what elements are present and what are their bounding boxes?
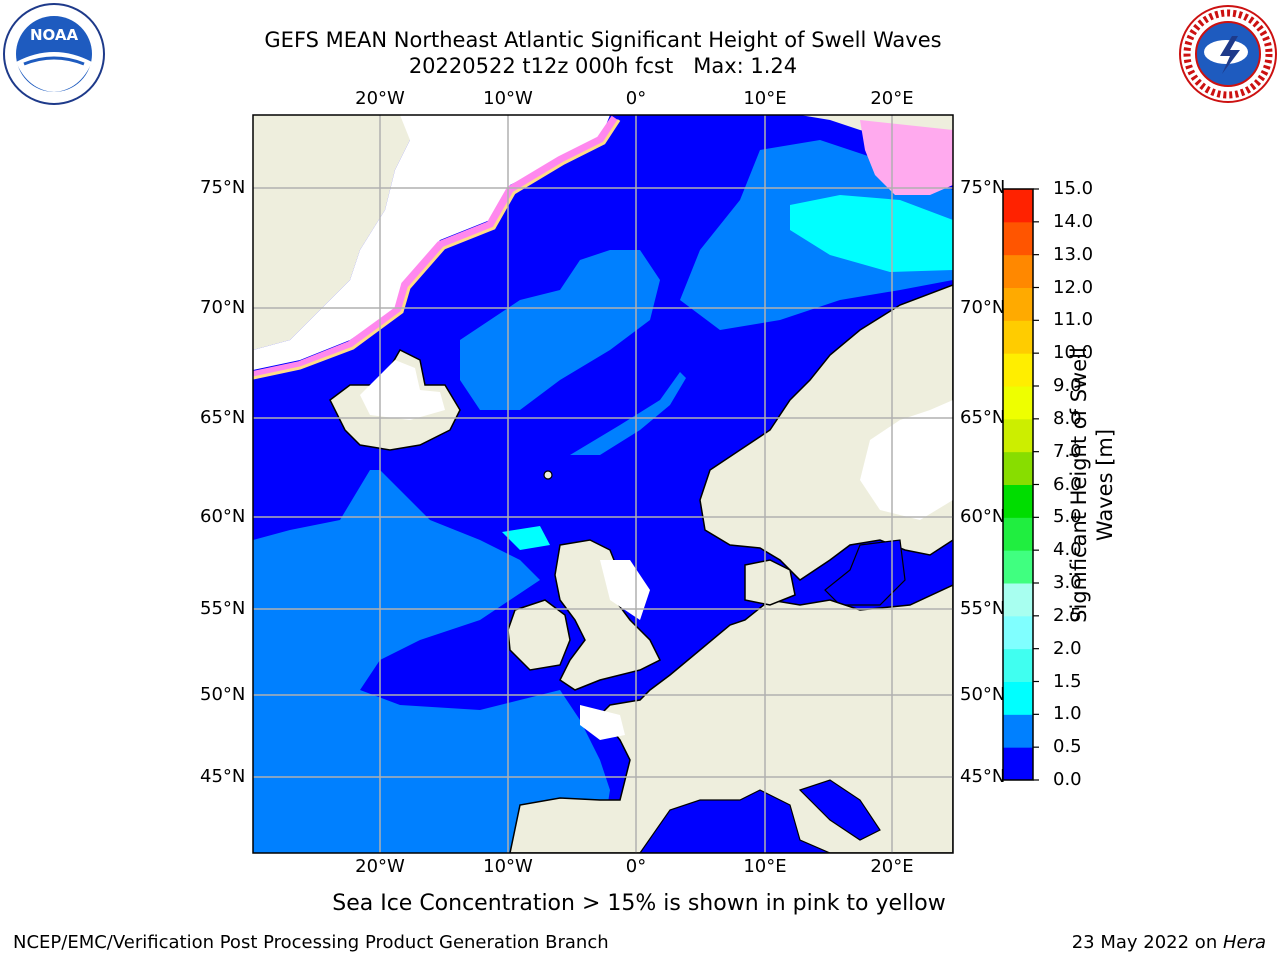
svalbard-ice (860, 120, 953, 195)
sweden-finland-snow (860, 400, 953, 520)
colorbar-segment (1003, 714, 1033, 748)
colorbar-segment (1003, 583, 1033, 617)
lon-tick-bottom: 20°W (355, 856, 405, 877)
sea-ice-edge (253, 115, 619, 379)
colorbar-label: 11.0 (1053, 309, 1094, 331)
lon-tick-bottom: 0° (625, 856, 647, 877)
map-frame (252, 114, 954, 854)
colorbar-label: 2.0 (1053, 637, 1082, 659)
footer-host: Hera (1222, 932, 1266, 953)
colorbar (1002, 188, 1039, 781)
footer-date: 23 May 2022 on Hera (1072, 932, 1266, 953)
greenland-land (253, 115, 420, 350)
colorbar-label: 8.0 (1053, 407, 1082, 429)
colorbar-label: 2.5 (1053, 604, 1082, 626)
graticule (253, 115, 953, 853)
lon-tick-top: 20°W (355, 88, 405, 109)
colorbar-segment (1003, 517, 1033, 551)
lat-tick-left: 45°N (200, 766, 246, 787)
lon-tick-top: 10°W (483, 88, 533, 109)
lat-tick-right: 75°N (960, 177, 1006, 198)
ocean-high-swell (790, 195, 953, 272)
lat-tick-right: 45°N (960, 766, 1006, 787)
ocean-mid-swell-streak (570, 372, 686, 455)
colorbar-segment (1003, 648, 1033, 682)
colorbar-segment (1003, 681, 1033, 715)
colorbar-label: 7.0 (1053, 440, 1082, 462)
colorbar-segment (1003, 320, 1033, 354)
mediterranean-sea (639, 789, 831, 853)
colorbar-segment (1003, 615, 1033, 650)
ocean-mid-swell-norwegian (460, 250, 660, 410)
ocean-mid-swell-west (253, 700, 320, 810)
colorbar-segment (1003, 550, 1033, 584)
colorbar-label: 3.0 (1053, 572, 1082, 593)
lat-tick-right: 65°N (960, 407, 1006, 428)
colorbar-segment (1003, 451, 1033, 485)
lon-tick-bottom: 10°W (483, 856, 533, 877)
iceland-snow (360, 360, 445, 420)
ocean-mid-swell (253, 470, 610, 853)
lat-tick-left: 75°N (200, 177, 246, 198)
colorbar-label: 0.0 (1053, 769, 1082, 790)
nws-logo-icon (1179, 5, 1277, 103)
colorbar-segment (1003, 254, 1033, 288)
chart-subtitle: 20220522 t12z 000h fcst Max: 1.24 (408, 54, 798, 78)
lat-tick-right: 55°N (960, 598, 1006, 619)
lon-tick-top: 20°E (870, 88, 914, 109)
lon-tick-bottom: 10°E (743, 856, 787, 877)
greenland-ice-area (253, 115, 610, 370)
lat-tick-right: 70°N (960, 297, 1006, 318)
colorbar-segment (1003, 189, 1033, 223)
lat-tick-left: 65°N (200, 407, 246, 428)
footer-date-text: 23 May 2022 on (1071, 932, 1223, 953)
lat-tick-right: 60°N (960, 506, 1006, 527)
colorbar-label: 13.0 (1053, 243, 1094, 265)
colorbar-segment (1003, 747, 1033, 781)
baltic-sea (824, 539, 906, 606)
denmark-land (744, 559, 796, 606)
lat-tick-left: 55°N (200, 598, 246, 619)
chart-title: GEFS MEAN Northeast Atlantic Significant… (264, 28, 942, 52)
noaa-logo-text: NOAA (30, 26, 79, 44)
faroe-islands (543, 470, 553, 480)
colorbar-label: 0.5 (1053, 736, 1082, 758)
colorbar-label: 6.0 (1053, 473, 1082, 495)
sea-ice-note: Sea Ice Concentration > 15% is shown in … (332, 891, 946, 916)
sea-ice-edge-yellow (253, 119, 621, 380)
lat-tick-left: 50°N (200, 684, 246, 705)
colorbar-label: 12.0 (1053, 276, 1094, 298)
europe-land (509, 584, 953, 853)
lon-tick-top: 0° (625, 88, 647, 109)
colorbar-label: 9.0 (1053, 375, 1082, 396)
noaa-logo-icon: NOAA (3, 3, 105, 105)
adriatic-sea (798, 779, 881, 841)
lon-tick-top: 10°E (743, 88, 787, 109)
colorbar-segment (1003, 221, 1033, 256)
ocean-high-swell-small (502, 526, 550, 550)
colorbar-segment (1003, 484, 1033, 518)
colorbar-label: 15.0 (1053, 178, 1094, 199)
iberia-coast-white (580, 705, 625, 740)
lat-tick-left: 70°N (200, 297, 246, 318)
lon-tick-bottom: 20°E (870, 856, 914, 877)
colorbar-label: 1.0 (1053, 703, 1082, 725)
colorbar-segment (1003, 418, 1033, 453)
colorbar-segment (1003, 353, 1033, 387)
colorbar-segment (1003, 287, 1033, 321)
great-britain-white (600, 560, 650, 620)
colorbar-segment (1003, 386, 1033, 420)
lat-tick-right: 50°N (960, 684, 1006, 705)
colorbar-label: 5.0 (1053, 506, 1082, 528)
colorbar-label: 10.0 (1053, 342, 1094, 364)
colorbar-label: 1.5 (1053, 670, 1082, 692)
colorbar-label: 4.0 (1053, 539, 1082, 561)
colorbar-label: 14.0 (1053, 210, 1094, 232)
lat-tick-left: 60°N (200, 506, 246, 527)
footer-credit: NCEP/EMC/Verification Post Processing Pr… (13, 932, 609, 953)
